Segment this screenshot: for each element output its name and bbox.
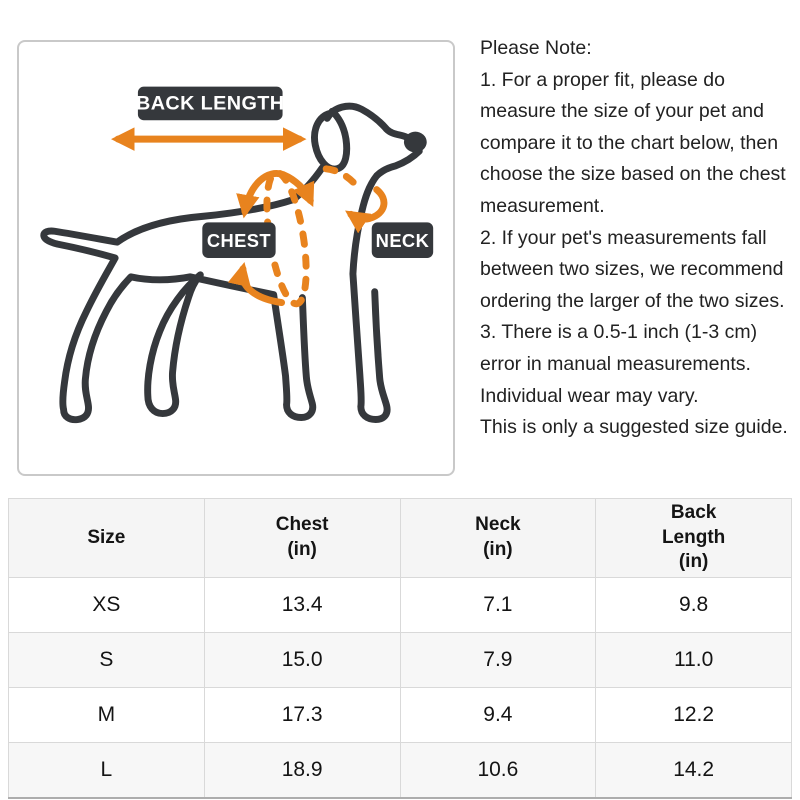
note-line: ordering the larger of the two sizes. bbox=[480, 289, 785, 312]
cell-neck: 10.6 bbox=[399, 742, 597, 799]
table-row: L 18.9 10.6 14.2 bbox=[8, 742, 792, 799]
chest-arc-arrow bbox=[236, 170, 315, 219]
note-line: This is only a suggested size guide. bbox=[480, 416, 788, 439]
dog-nose bbox=[403, 131, 427, 153]
note-line: compare it to the chart below, then bbox=[480, 131, 779, 154]
note-line: measure the size of your pet and bbox=[480, 100, 764, 123]
cell-size: M bbox=[8, 687, 205, 743]
note-line: error in manual measurements. bbox=[480, 352, 751, 375]
cell-chest: 15.0 bbox=[203, 632, 401, 688]
cell-back: 11.0 bbox=[595, 632, 792, 688]
table-row: M 17.3 9.4 12.2 bbox=[8, 687, 792, 743]
table-row: XS 13.4 7.1 9.8 bbox=[8, 577, 792, 633]
note-line: 3. There is a 0.5-1 inch (1-3 cm) bbox=[480, 321, 758, 344]
cell-size: XS bbox=[8, 577, 205, 633]
neck-arc-arrow bbox=[345, 186, 388, 234]
neck-badge bbox=[371, 222, 434, 258]
table-row: S 15.0 7.9 11.0 bbox=[8, 632, 792, 688]
table-header-row: Size Chest (in) Neck (in) Back Length (i… bbox=[8, 498, 792, 578]
cell-back: 12.2 bbox=[595, 687, 792, 743]
note-line: choose the size based on the chest bbox=[480, 163, 786, 186]
please-note-text: Please Note: 1. For a proper fit, please… bbox=[480, 33, 788, 444]
back-length-badge bbox=[137, 86, 283, 121]
back-length-badge-text: BACK LENGTH bbox=[136, 92, 284, 114]
note-line: 2. If your pet's measurements fall bbox=[480, 226, 767, 249]
note-line: between two sizes, we recommend bbox=[480, 258, 784, 281]
cell-neck: 7.1 bbox=[399, 577, 597, 633]
chest-badge-text: CHEST bbox=[207, 230, 271, 251]
chest-bottom-arrow bbox=[227, 261, 286, 307]
cell-chest: 13.4 bbox=[203, 577, 401, 633]
note-line: Individual wear may vary. bbox=[480, 384, 699, 407]
dog-body-outline bbox=[40, 196, 317, 424]
dog-front-leg bbox=[349, 147, 423, 423]
cell-back: 9.8 bbox=[595, 577, 792, 633]
header-back-length: Back Length (in) bbox=[595, 498, 792, 578]
header-size: Size bbox=[8, 498, 205, 578]
dog-rear-leg bbox=[144, 271, 204, 418]
neck-badge-text: NECK bbox=[376, 230, 430, 251]
dog-head bbox=[323, 102, 410, 141]
header-chest: Chest (in) bbox=[203, 498, 401, 578]
header-neck: Neck (in) bbox=[399, 498, 597, 578]
chest-badge bbox=[202, 222, 276, 258]
cell-chest: 18.9 bbox=[203, 742, 401, 799]
cell-size: S bbox=[8, 632, 205, 688]
dog-ear bbox=[311, 107, 351, 173]
cell-chest: 17.3 bbox=[203, 687, 401, 743]
note-line: 1. For a proper fit, please do bbox=[480, 68, 725, 91]
note-line: measurement. bbox=[480, 194, 605, 217]
dog-measurement-diagram: BACK LENGTH CHEST NECK bbox=[17, 40, 455, 476]
note-line: Please Note: bbox=[480, 37, 592, 59]
cell-size: L bbox=[8, 742, 205, 799]
dog-illustration: BACK LENGTH CHEST NECK bbox=[40, 86, 434, 424]
neck-girth-dashed bbox=[322, 165, 364, 195]
cell-back: 14.2 bbox=[595, 742, 792, 799]
cell-neck: 7.9 bbox=[399, 632, 597, 688]
size-chart-table: Size Chest (in) Neck (in) Back Length (i… bbox=[8, 498, 792, 799]
cell-neck: 9.4 bbox=[399, 687, 597, 743]
